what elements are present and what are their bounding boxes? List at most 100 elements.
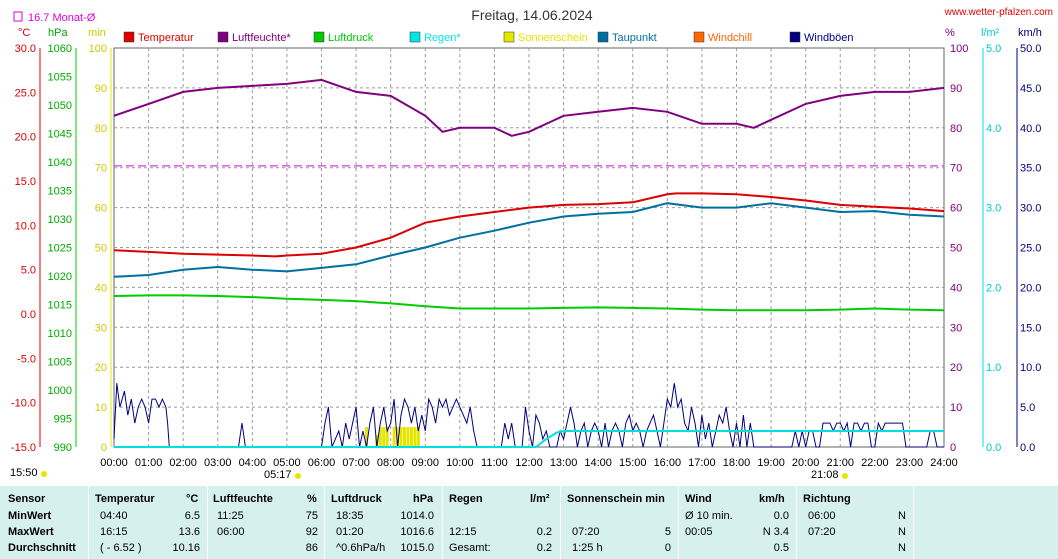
stats-cell-wind-time: 00:05 (685, 526, 713, 538)
legend-swatch (409, 31, 421, 43)
stats-cell-label: MinWert (8, 510, 52, 522)
stats-cell-press-time: ^0.6hPa/h (336, 542, 386, 554)
y-tick-label-sun: 90 (95, 83, 107, 95)
legend-label: Taupunkt (612, 32, 657, 44)
sunrise-time: 05:17 (264, 469, 292, 481)
legend-swatch (503, 31, 515, 43)
stats-cell-dir-val: N (898, 542, 906, 554)
pressure-line (113, 294, 945, 312)
stats-cell-press-time: 18:35 (336, 510, 364, 522)
y-tick-label-temp: -10.0 (11, 398, 36, 410)
x-tick-label: 11:00 (481, 457, 508, 469)
y-tick-label-humidity: 80 (950, 123, 962, 135)
legend-label: Luftdruck (328, 32, 374, 44)
y-tick-label-pressure: 990 (54, 442, 72, 454)
x-tick-label: 09:00 (411, 457, 439, 469)
sun-bar (396, 427, 400, 447)
y-tick-label-sun: 60 (95, 203, 107, 215)
unit-celsius: °C (18, 27, 30, 39)
stats-cell-dir-val: N (898, 526, 906, 538)
x-tick-label: 12:00 (515, 457, 543, 469)
y-tick-label-humidity: 20 (950, 362, 962, 374)
stats-header-wind: Wind (685, 493, 712, 505)
stats-divider (442, 486, 443, 559)
legend-swatch (313, 31, 325, 43)
legend-label: Windböen (804, 32, 854, 44)
stats-cell-press-val: 1015.0 (400, 542, 434, 554)
y-tick-label-wind: 10.0 (1020, 362, 1041, 374)
sun-bar (392, 427, 396, 447)
y-tick-label-temp: 0.0 (21, 309, 36, 321)
x-tick-label: 23:00 (896, 457, 924, 469)
stats-cell-hum-val: 92 (305, 526, 318, 538)
stats-cell-dir-val: N (898, 510, 906, 522)
y-tick-label-pressure: 1010 (48, 328, 72, 340)
y-tick-label-humidity: 0 (950, 442, 956, 454)
sunset-sun-icon (842, 473, 848, 479)
sun-bar (406, 427, 410, 447)
y-tick-label-pressure: 1040 (48, 157, 72, 169)
unit-hpa: hPa (48, 27, 68, 39)
y-tick-label-humidity: 10 (950, 402, 962, 414)
y-tick-label-temp: 25.0 (15, 87, 36, 99)
x-tick-label: 17:00 (688, 457, 716, 469)
legend-label: Regen* (424, 32, 461, 44)
dewpoint-line (113, 202, 945, 278)
y-tick-label-humidity: 90 (950, 83, 962, 95)
y-tick-label-temp: 30.0 (15, 43, 36, 55)
y-tick-label-sun: 80 (95, 123, 107, 135)
legend: Temperatur Luftfeuchte* Luftdruck Regen* Son… (123, 31, 854, 44)
x-tick-label: 24:00 (930, 457, 958, 469)
y-tick-label-wind: 50.0 (1020, 43, 1041, 55)
y-tick-label-pressure: 1055 (48, 72, 72, 84)
y-tick-label-sun: 30 (95, 322, 107, 334)
stats-header-temp: Temperatur (95, 493, 155, 505)
y-tick-label-sun: 70 (95, 163, 107, 175)
legend-label: Temperatur (138, 32, 194, 44)
stats-cell-dir-time: 07:20 (808, 526, 836, 538)
stats-cell-label: MaxWert (8, 526, 54, 538)
sun-bar (399, 427, 403, 447)
humidity-line (113, 78, 945, 137)
stats-header-rain: Regen (449, 493, 483, 505)
x-tick-label: 13:00 (550, 457, 578, 469)
stats-cell-temp-val: 10.16 (172, 542, 200, 554)
y-tick-label-sun: 20 (95, 362, 107, 374)
sun-bar (364, 427, 368, 447)
y-tick-label-wind: 45.0 (1020, 83, 1041, 95)
x-tick-label: 02:00 (169, 457, 197, 469)
stats-divider (88, 486, 89, 559)
sun-bar (416, 427, 420, 447)
y-tick-label-sun: 0 (101, 442, 107, 454)
y-tick-label-wind: 15.0 (1020, 322, 1041, 334)
x-tick-label: 14:00 (584, 457, 612, 469)
stats-divider (324, 486, 325, 559)
y-tick-label-humidity: 50 (950, 243, 962, 255)
y-tick-label-pressure: 1045 (48, 129, 72, 141)
stats-divider (207, 486, 208, 559)
stats-cell-hum-val: 75 (305, 510, 318, 522)
y-tick-label-wind: 0.0 (1020, 442, 1035, 454)
x-tick-label: 07:00 (342, 457, 370, 469)
site-link[interactable]: www.wetter-pfalzen.com (944, 7, 1053, 18)
legend-label: Sonnenschein (518, 32, 588, 44)
y-tick-label-wind: 30.0 (1020, 203, 1041, 215)
x-tick-label: 03:00 (204, 457, 232, 469)
x-tick-label: 18:00 (723, 457, 751, 469)
y-tick-label-rain: 1.0 (986, 362, 1001, 374)
unit-percent: % (945, 27, 955, 39)
wind-gust-line (113, 383, 944, 448)
sunrise-sun-icon (295, 473, 301, 479)
y-tick-label-wind: 20.0 (1020, 282, 1041, 294)
y-tick-label-sun: 50 (95, 243, 107, 255)
stats-cell-hum-time: 06:00 (217, 526, 245, 538)
stats-header-sensor: Sensor (8, 493, 46, 505)
legend-label: Luftfeuchte* (232, 32, 291, 44)
y-tick-label-rain: 4.0 (986, 123, 1001, 135)
y-tick-label-pressure: 1015 (48, 300, 72, 312)
x-tick-label: 15:00 (619, 457, 647, 469)
now-sun-icon (41, 471, 47, 477)
legend-swatch (123, 31, 135, 43)
unit-kmh: km/h (1018, 27, 1042, 39)
legend-swatch (789, 31, 801, 43)
